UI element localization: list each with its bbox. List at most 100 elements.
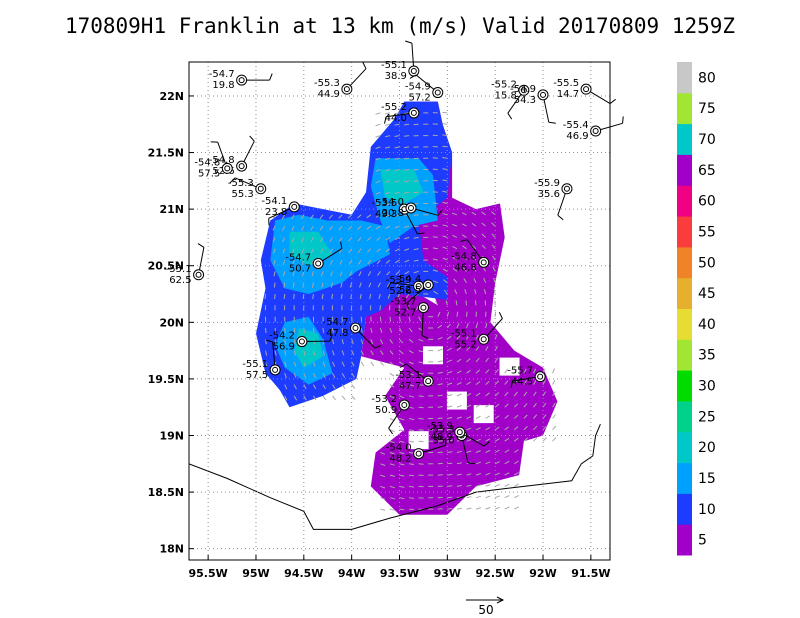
observation-temp: -55.2	[381, 102, 407, 113]
wind-vector	[322, 372, 326, 378]
observation-wind: 50.7	[289, 263, 311, 274]
station-dot	[407, 205, 414, 212]
wind-vector	[399, 497, 405, 500]
wind-vector	[513, 414, 519, 419]
wind-vector	[481, 233, 486, 238]
wind-vector	[351, 395, 356, 400]
wind-vector	[321, 293, 324, 300]
wind-vector	[301, 248, 305, 254]
wind-vector	[399, 395, 405, 399]
wind-vector	[533, 380, 537, 385]
wind-vector	[481, 244, 486, 250]
wind-vector	[475, 369, 481, 374]
colorbar-swatch	[677, 277, 692, 309]
wind-vector	[462, 256, 467, 261]
wind-vector	[442, 179, 448, 182]
wind-barb-feather	[510, 380, 513, 389]
wind-vector	[433, 290, 439, 295]
wind-vector	[322, 350, 325, 356]
wind-vector	[320, 271, 324, 277]
station-dot	[537, 373, 544, 380]
wind-vector	[492, 255, 496, 261]
wind-vector	[384, 123, 391, 126]
wind-vector	[329, 225, 333, 231]
wind-vector	[456, 311, 459, 317]
station-dot	[563, 185, 570, 192]
observation: -55.157.5	[242, 339, 281, 381]
colorbar-label: 35	[698, 348, 716, 364]
wind-vector	[472, 256, 477, 261]
wind-vector	[475, 357, 480, 363]
wind-vector	[404, 214, 410, 217]
wind-barb-feather	[467, 462, 475, 465]
wind-vector	[408, 406, 415, 409]
observation-temp: -53.9	[386, 275, 412, 286]
wind-vector	[312, 293, 314, 300]
wind-vector	[399, 508, 405, 511]
wind-vector	[291, 248, 295, 254]
station-circle	[580, 83, 592, 95]
wind-vector	[442, 134, 448, 137]
wind-vector	[360, 339, 364, 345]
observation-temp: -55.1	[242, 359, 268, 370]
station-dot	[352, 324, 359, 331]
wind-vector	[394, 203, 400, 206]
wind-vector	[533, 402, 537, 408]
wind-vector	[389, 440, 395, 444]
wind-vector	[303, 373, 307, 379]
wind-vector	[265, 350, 268, 356]
wind-barb-feather	[417, 232, 425, 235]
flight-observations: -54.719.8 -55.344.9-55.138.9-54.957.2-55.…	[166, 40, 624, 465]
wind-vector	[367, 259, 372, 265]
wind-vector	[385, 191, 391, 195]
station-dot	[343, 86, 350, 93]
wind-vector	[475, 381, 481, 385]
wind-vector	[384, 135, 391, 138]
wind-vector	[418, 372, 424, 375]
wind-vector	[485, 369, 490, 374]
colorbar-swatch	[677, 308, 692, 340]
wind-vector	[291, 225, 295, 231]
station-dot	[410, 68, 417, 75]
wind-vector	[385, 225, 391, 229]
wind-vector	[542, 391, 547, 397]
station-circle	[405, 202, 417, 214]
wind-vector	[347, 214, 353, 219]
wind-vector	[303, 395, 307, 401]
wind-vector	[456, 405, 462, 408]
observation-temp: -55.9	[534, 178, 560, 189]
wind-vector	[504, 403, 509, 408]
wind-vector	[339, 248, 343, 254]
observation-temp: -55.7	[507, 366, 533, 377]
wind-vector	[389, 463, 395, 466]
x-tick-label: 92W	[529, 567, 556, 580]
station-dot	[434, 89, 441, 96]
wind-vector	[389, 429, 395, 433]
wind-vector	[380, 508, 386, 511]
wind-vector	[292, 271, 295, 277]
wind-vector	[338, 225, 343, 231]
wind-vector	[370, 339, 374, 345]
observation-wind: 52.7	[394, 308, 416, 319]
observation: -54.750.7	[285, 241, 343, 274]
wind-vector	[274, 293, 276, 300]
wind-vector	[485, 461, 491, 465]
wind-vector	[322, 339, 325, 345]
wind-vector	[475, 461, 481, 465]
wind-vector	[385, 214, 391, 218]
observation-temp: -53.5	[371, 198, 397, 209]
wind-vector	[494, 415, 500, 419]
wind-vector	[437, 336, 443, 340]
wind-vector	[394, 236, 400, 240]
wind-vector	[394, 169, 400, 172]
wind-vector	[418, 316, 422, 322]
wind-vector	[404, 225, 410, 228]
wind-vector	[447, 394, 453, 397]
wind-vector	[408, 327, 413, 333]
observation-temp: -54.8	[209, 155, 235, 166]
wind-vector	[413, 270, 419, 274]
wind-vector	[533, 368, 537, 374]
observation: -53.948.9	[427, 421, 490, 447]
wind-vector	[485, 426, 491, 431]
wind-vector	[471, 234, 477, 238]
